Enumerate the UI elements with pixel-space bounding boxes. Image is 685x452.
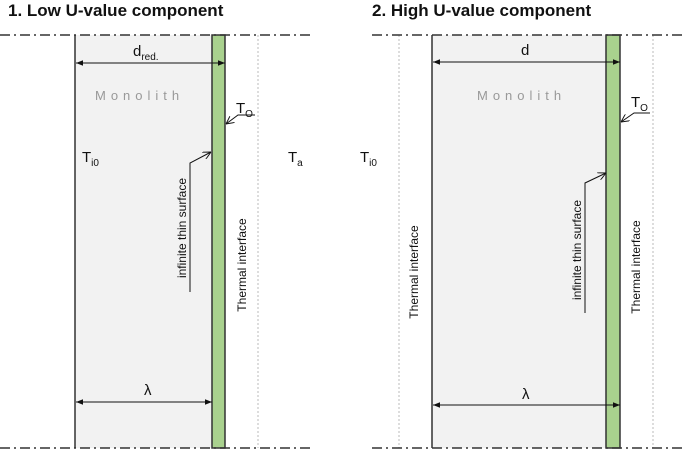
monolith-block xyxy=(432,35,606,448)
panel-title: 1. Low U-value component xyxy=(8,1,224,20)
inner-temp-label: Ti0 xyxy=(360,149,377,169)
surface-temp-label: TO xyxy=(631,94,648,114)
surface-note: infinite thin surface xyxy=(175,178,189,278)
surface-note-leader xyxy=(584,173,606,313)
monolith-label: Monolith xyxy=(95,88,184,103)
panel-title: 2. High U-value component xyxy=(372,1,591,20)
surface-layer xyxy=(211,34,226,449)
thermal-interface-label-right: Thermal interface xyxy=(629,220,643,314)
surface-temp-leader xyxy=(621,112,650,122)
surface-layer xyxy=(605,34,621,449)
surface-temp-leader xyxy=(226,114,255,124)
conductivity-label: λ xyxy=(522,386,530,403)
monolith-label: Monolith xyxy=(477,88,566,103)
thermal-interface-label-right: Thermal interface xyxy=(235,218,249,312)
surface-note: infinite thin surface xyxy=(570,200,584,300)
panel-high-u-value: 2. High U-value component d Monolith TO … xyxy=(360,1,685,449)
thickness-label: d xyxy=(521,42,529,59)
thermal-interface-label-left: Thermal interface xyxy=(407,225,421,319)
ambient-temp-label: Ta xyxy=(288,149,303,169)
inner-temp-label: Ti0 xyxy=(82,149,99,169)
surface-temp-label: TO xyxy=(236,100,253,120)
thickness-label: dred. xyxy=(133,43,159,63)
surface-note-leader xyxy=(189,152,211,292)
panel-low-u-value: 1. Low U-value component dred. Monolith … xyxy=(0,1,312,449)
conductivity-label: λ xyxy=(144,382,152,399)
monolith-block xyxy=(75,35,212,448)
